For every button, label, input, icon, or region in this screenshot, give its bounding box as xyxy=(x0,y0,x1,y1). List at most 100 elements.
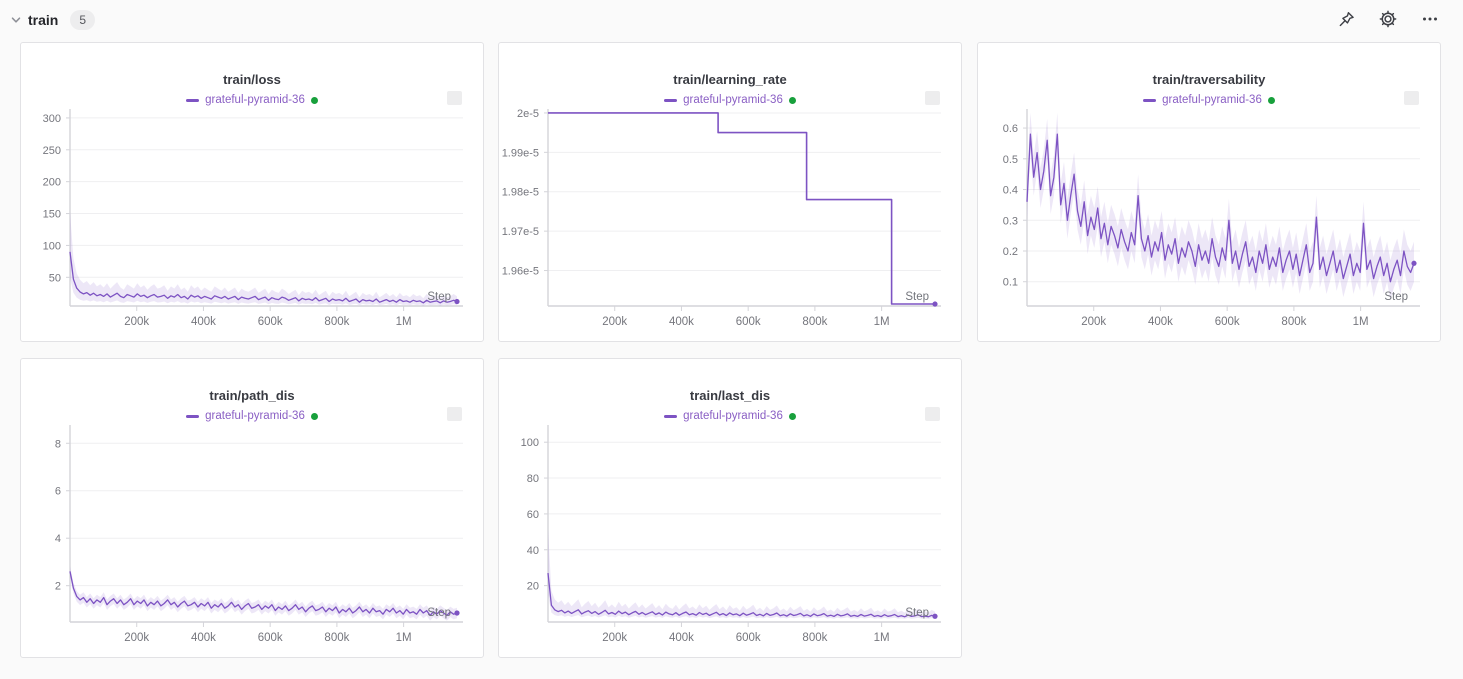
chart-legend: grateful-pyramid-36 xyxy=(499,408,961,424)
svg-text:60: 60 xyxy=(527,509,539,521)
pin-icon[interactable] xyxy=(1337,10,1355,28)
ellipsis-icon[interactable] xyxy=(1421,10,1439,28)
svg-text:1M: 1M xyxy=(396,632,412,644)
chart-panel-train-learning-rate[interactable]: 2e-5 1.99e-5 1.98e-5 1.97e-5 1.96e-5 200k 400k… xyxy=(498,42,962,342)
svg-text:Step: Step xyxy=(427,607,451,619)
svg-text:250: 250 xyxy=(43,145,61,157)
legend-run-name[interactable]: grateful-pyramid-36 xyxy=(683,410,783,422)
svg-text:0.5: 0.5 xyxy=(1003,154,1018,166)
section-header: train 5 xyxy=(0,0,1463,40)
svg-text:150: 150 xyxy=(43,209,61,221)
svg-text:2: 2 xyxy=(55,581,61,593)
chart-legend: grateful-pyramid-36 xyxy=(21,92,483,108)
svg-text:40: 40 xyxy=(527,545,539,557)
plot-area[interactable]: 2 4 6 8 200k 400k 600k 800k 1M Step xyxy=(21,359,485,659)
gear-icon[interactable] xyxy=(1379,10,1397,28)
svg-text:400k: 400k xyxy=(191,316,216,328)
chart-title: train/traversability xyxy=(1152,72,1266,87)
svg-text:Step: Step xyxy=(427,291,451,303)
svg-text:600k: 600k xyxy=(736,316,761,328)
svg-text:0.2: 0.2 xyxy=(1003,246,1018,258)
panel-drag-handle[interactable] xyxy=(925,91,940,105)
chart-title: train/loss xyxy=(223,72,281,87)
svg-text:200k: 200k xyxy=(1081,316,1106,328)
svg-text:80: 80 xyxy=(527,473,539,485)
svg-text:50: 50 xyxy=(49,272,61,284)
section-actions xyxy=(1337,10,1439,28)
svg-text:600k: 600k xyxy=(258,316,283,328)
svg-text:400k: 400k xyxy=(191,632,216,644)
svg-text:4: 4 xyxy=(55,533,61,545)
svg-text:800k: 800k xyxy=(324,316,349,328)
svg-text:800k: 800k xyxy=(324,632,349,644)
run-state-dot xyxy=(310,96,318,104)
chevron-down-icon[interactable] xyxy=(8,12,24,28)
panel-drag-handle[interactable] xyxy=(447,407,462,421)
panel-drag-handle[interactable] xyxy=(447,91,462,105)
svg-text:400k: 400k xyxy=(669,632,694,644)
run-state-dot xyxy=(1267,96,1275,104)
svg-text:8: 8 xyxy=(55,438,61,450)
chart-panel-train-traversability[interactable]: 0.1 0.2 0.3 0.4 0.5 0.6 200k 400k 600k 800k 1M Step… xyxy=(977,42,1441,342)
svg-text:600k: 600k xyxy=(258,632,283,644)
chart-panel-train-path-dis[interactable]: 2 4 6 8 200k 400k 600k 800k 1M Step train/path_di… xyxy=(20,358,484,658)
svg-text:1M: 1M xyxy=(1353,316,1369,328)
chart-panel-train-last-dis[interactable]: 20 40 60 80 100 200k 400k 600k 800k 1M Step train/… xyxy=(498,358,962,658)
run-state-dot xyxy=(788,96,796,104)
svg-text:400k: 400k xyxy=(669,316,694,328)
chart-legend: grateful-pyramid-36 xyxy=(978,92,1440,108)
svg-text:Step: Step xyxy=(1384,291,1408,303)
plot-area[interactable]: 50 100 150 200 250 300 200k 400k 600k 800k 1M Step xyxy=(21,43,485,343)
legend-line-swatch xyxy=(186,98,200,102)
svg-text:1M: 1M xyxy=(396,316,412,328)
svg-text:Step: Step xyxy=(905,607,929,619)
chart-panel-train-loss[interactable]: 50 100 150 200 250 300 200k 400k 600k 800k 1M Step … xyxy=(20,42,484,342)
panel-drag-handle[interactable] xyxy=(925,407,940,421)
svg-text:100: 100 xyxy=(521,437,539,449)
svg-text:300: 300 xyxy=(43,113,61,125)
svg-text:400k: 400k xyxy=(1148,316,1173,328)
legend-run-name[interactable]: grateful-pyramid-36 xyxy=(683,94,783,106)
svg-text:200: 200 xyxy=(43,177,61,189)
plot-area[interactable]: 20 40 60 80 100 200k 400k 600k 800k 1M Step xyxy=(499,359,963,659)
svg-text:0.6: 0.6 xyxy=(1003,123,1018,135)
run-state-dot xyxy=(788,412,796,420)
legend-run-name[interactable]: grateful-pyramid-36 xyxy=(1162,94,1262,106)
svg-text:1.98e-5: 1.98e-5 xyxy=(502,187,539,199)
svg-text:200k: 200k xyxy=(602,316,627,328)
svg-text:800k: 800k xyxy=(802,316,827,328)
chart-legend: grateful-pyramid-36 xyxy=(21,408,483,424)
svg-text:0.4: 0.4 xyxy=(1003,185,1018,197)
chart-title: train/learning_rate xyxy=(673,72,787,87)
panel-count-badge: 5 xyxy=(70,10,96,30)
run-state-dot xyxy=(310,412,318,420)
svg-text:0.3: 0.3 xyxy=(1003,215,1018,227)
legend-line-swatch xyxy=(1143,98,1157,102)
chart-title: train/last_dis xyxy=(689,388,771,403)
svg-text:200k: 200k xyxy=(124,632,149,644)
plot-area[interactable]: 0.1 0.2 0.3 0.4 0.5 0.6 200k 400k 600k 800k 1M Step xyxy=(978,43,1442,343)
svg-text:1.96e-5: 1.96e-5 xyxy=(502,266,539,278)
chart-legend: grateful-pyramid-36 xyxy=(499,92,961,108)
legend-run-name[interactable]: grateful-pyramid-36 xyxy=(205,410,305,422)
svg-text:Step: Step xyxy=(905,291,929,303)
svg-text:0.1: 0.1 xyxy=(1003,277,1018,289)
legend-line-swatch xyxy=(664,98,678,102)
svg-text:1M: 1M xyxy=(874,316,890,328)
svg-text:1.99e-5: 1.99e-5 xyxy=(502,147,539,159)
svg-text:200k: 200k xyxy=(124,316,149,328)
section-title[interactable]: train xyxy=(28,12,59,28)
svg-text:2e-5: 2e-5 xyxy=(517,108,539,120)
panel-drag-handle[interactable] xyxy=(1404,91,1419,105)
svg-text:6: 6 xyxy=(55,486,61,498)
plot-area[interactable]: 2e-5 1.99e-5 1.98e-5 1.97e-5 1.96e-5 200k 400k… xyxy=(499,43,963,343)
svg-text:800k: 800k xyxy=(802,632,827,644)
svg-text:20: 20 xyxy=(527,581,539,593)
legend-line-swatch xyxy=(664,414,678,418)
legend-run-name[interactable]: grateful-pyramid-36 xyxy=(205,94,305,106)
legend-line-swatch xyxy=(186,414,200,418)
svg-text:100: 100 xyxy=(43,240,61,252)
svg-text:600k: 600k xyxy=(736,632,761,644)
chart-title: train/path_dis xyxy=(209,388,295,403)
